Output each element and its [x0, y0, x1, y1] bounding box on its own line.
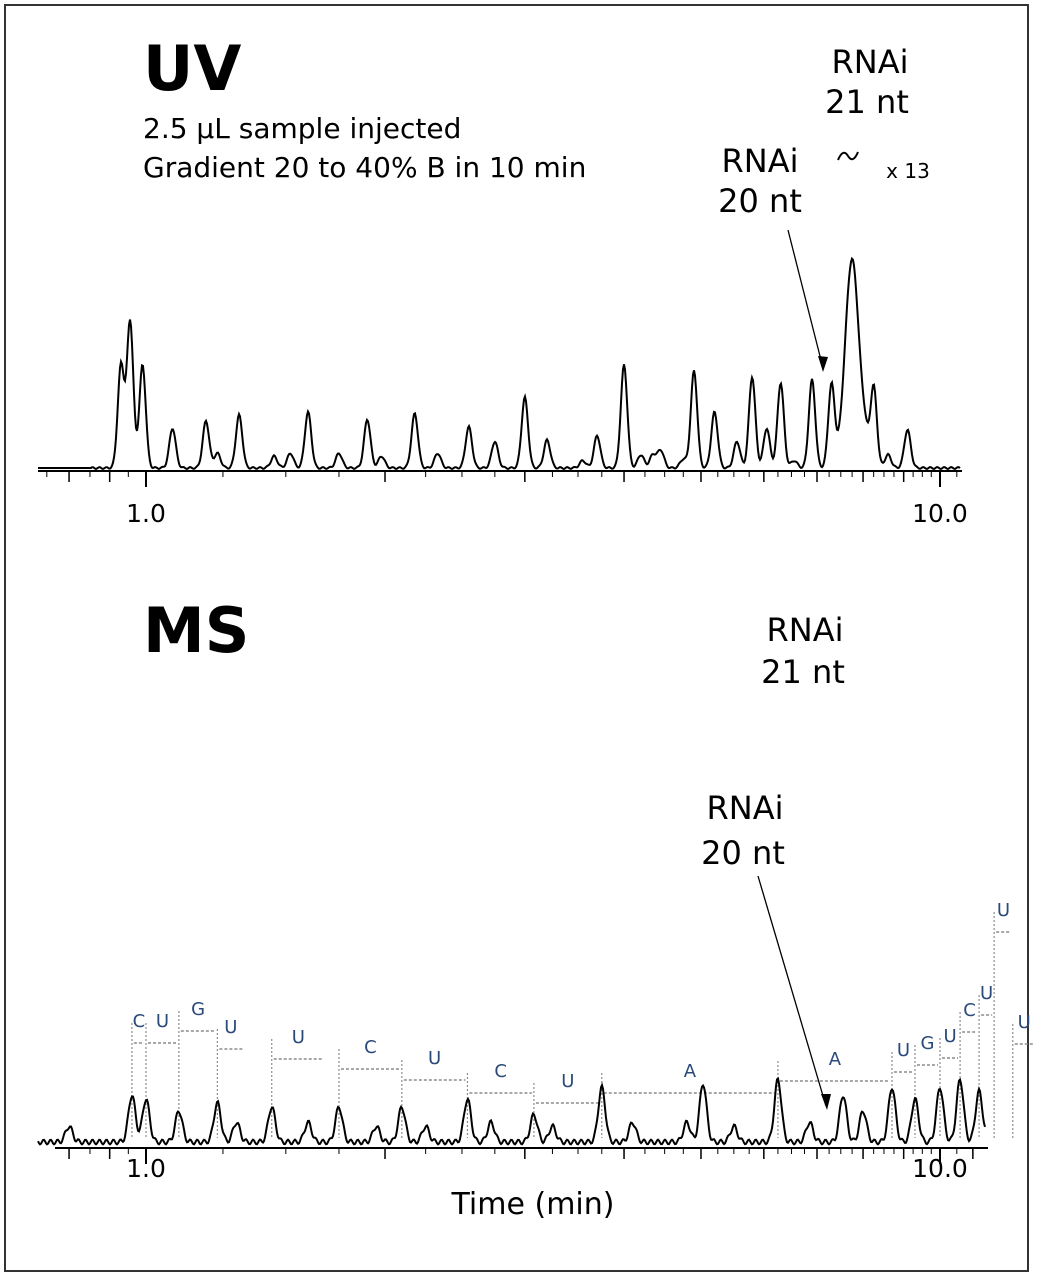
uv-ann-20nt-line2: 20 nt [718, 182, 802, 220]
step-base-label: G [921, 1033, 935, 1054]
ms-ann-21nt-line2: 21 nt [761, 653, 845, 691]
step-base-label: C [133, 1011, 146, 1032]
uv-axis-break-mark [837, 151, 859, 161]
step-base-label: U [943, 1026, 956, 1047]
ms-tick-label-10: 10.0 [912, 1154, 968, 1183]
uv-note-gradient: Gradient 20 to 40% B in 10 min [143, 151, 586, 184]
step-base-label: C [364, 1037, 377, 1058]
step-base-label: A [829, 1049, 842, 1070]
step-base-label: U [561, 1071, 574, 1092]
step-base-label: U [1018, 1012, 1031, 1033]
uv-title: UV [143, 32, 241, 105]
step-base-label: U [292, 1027, 305, 1048]
step-base-label: C [963, 1000, 976, 1021]
uv-trace [38, 256, 961, 470]
step-base-label: C [494, 1061, 507, 1082]
uv-ann-21nt-line1: RNAi [832, 43, 909, 81]
figure-frame [4, 4, 1029, 1272]
uv-ann-scale-note: x 13 [886, 159, 930, 183]
ms-ann-20nt-arrow [757, 875, 827, 1107]
ms-ann-20nt-line2: 20 nt [701, 834, 785, 872]
step-base-label: U [156, 1011, 169, 1032]
ms-x-axis [55, 1147, 988, 1164]
step-base-label: A [684, 1061, 697, 1082]
step-base-label: G [191, 999, 205, 1020]
uv-panel: UV 2.5 µL sample injected Gradient 20 to… [38, 32, 968, 528]
step-base-label: U [997, 900, 1010, 921]
ms-x-axis-title: Time (min) [451, 1187, 615, 1222]
ms-trace [37, 1076, 986, 1146]
ms-ann-21nt-line1: RNAi [767, 611, 844, 649]
ms-tick-label-1: 1.0 [126, 1154, 166, 1183]
ms-ann-20nt-arrowhead [821, 1094, 831, 1110]
uv-ann-20nt-line1: RNAi [722, 142, 799, 180]
uv-note-sample: 2.5 µL sample injected [143, 112, 461, 145]
ms-title: MS [143, 594, 249, 667]
step-base-label: U [428, 1048, 441, 1069]
uv-tick-label-10: 10.0 [912, 499, 968, 528]
ms-ann-20nt-line1: RNAi [707, 789, 784, 827]
step-base-label: U [980, 983, 993, 1004]
uv-tick-label-1: 1.0 [126, 499, 166, 528]
uv-ann-20nt-arrowhead [818, 356, 828, 372]
uv-ann-21nt-line2: 21 nt [825, 83, 909, 121]
step-base-label: U [224, 1017, 237, 1038]
step-base-label: U [897, 1040, 910, 1061]
uv-ann-20nt-arrow [787, 229, 824, 369]
uv-x-axis [38, 470, 962, 487]
